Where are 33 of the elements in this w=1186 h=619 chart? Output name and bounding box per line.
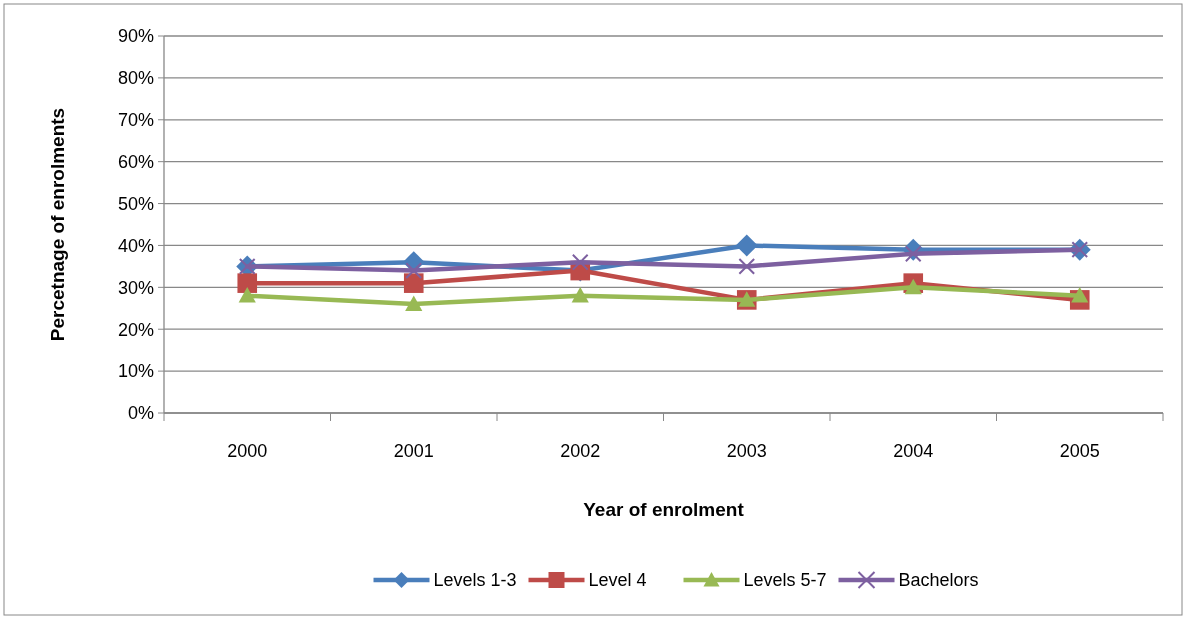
y-axis-title: Percetnage of enrolments	[47, 107, 68, 342]
y-tick-label: 20%	[117, 319, 154, 340]
point	[571, 253, 589, 271]
point	[405, 295, 423, 311]
y-tick-label: 60%	[117, 151, 154, 172]
x-axis-title: Year of enrolment	[583, 499, 745, 520]
legend-label: Levels 5-7	[743, 570, 827, 591]
point	[237, 273, 258, 293]
y-tick-label: 10%	[117, 361, 154, 382]
legend-label: Levels 1-3	[433, 570, 517, 591]
y-tick-label: 80%	[117, 68, 154, 89]
point	[403, 273, 424, 293]
y-tick-label: 50%	[117, 193, 154, 214]
x-tick-label: 2004	[893, 441, 934, 461]
y-tick-label: 90%	[117, 26, 154, 47]
y-tick-label: 40%	[117, 235, 154, 256]
y-tick-label: 70%	[117, 110, 154, 131]
point	[405, 262, 423, 279]
y-tick-label: 30%	[117, 277, 154, 298]
point	[571, 287, 589, 303]
x-tick-label: 2005	[1059, 441, 1100, 461]
legend-label: Level 4	[588, 570, 647, 591]
x-tick-label: 2003	[726, 441, 767, 461]
legend-label: Bachelors	[898, 570, 979, 591]
x-tick-label: 2001	[393, 441, 434, 461]
point	[1071, 287, 1089, 303]
point	[238, 287, 256, 303]
x-tick-label: 2002	[560, 441, 601, 461]
point	[738, 257, 756, 275]
x-tick-label: 2000	[227, 441, 268, 461]
point	[735, 234, 758, 257]
point	[904, 278, 922, 295]
y-tick-label: 0%	[127, 403, 154, 424]
